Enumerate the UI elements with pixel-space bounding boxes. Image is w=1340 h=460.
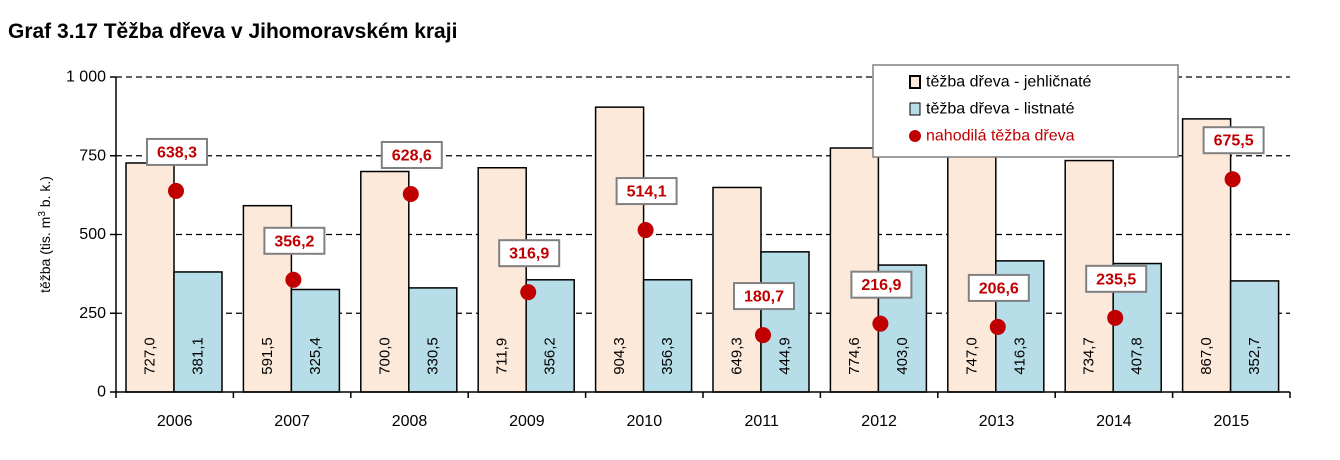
x-tick-label-2014: 2014 xyxy=(1096,413,1132,430)
bar-label-jehlicnate-2010: 904,3 xyxy=(611,337,628,375)
bar-label-jehlicnate-2006: 727,0 xyxy=(142,337,159,375)
point-label-box-2006 xyxy=(146,137,208,166)
point-label-box-2013 xyxy=(967,273,1030,302)
point-nahodila-2013 xyxy=(989,318,1006,335)
point-label-box-2007 xyxy=(263,226,326,255)
bar-label-jehlicnate-2011: 649,3 xyxy=(729,337,746,375)
bar-label-jehlicnate-2014: 734,7 xyxy=(1081,337,1098,375)
bar-label-listnate-2010: 356,3 xyxy=(659,337,676,375)
bar-label-listnate-2009: 356,2 xyxy=(542,337,559,375)
point-nahodila-2007 xyxy=(285,271,302,288)
bar-listnate-2011 xyxy=(760,251,810,393)
bar-label-jehlicnate-2009: 711,9 xyxy=(494,338,511,374)
bar-label-jehlicnate-2015: 867,0 xyxy=(1198,337,1215,375)
x-tick-label-2015: 2015 xyxy=(1214,413,1250,430)
point-label-box-2014 xyxy=(1085,264,1148,293)
y-axis-label-part-2: b. k.) xyxy=(37,176,53,211)
legend-label-nahodila: nahodilá těžba dřeva xyxy=(926,128,1075,145)
x-tick-label-2009: 2009 xyxy=(509,413,545,430)
point-label-box-2015 xyxy=(1202,126,1265,155)
y-axis-label-superscript: 3 xyxy=(37,211,48,217)
x-tick-label-2007: 2007 xyxy=(274,413,310,430)
bar-label-jehlicnate-2008: 700,0 xyxy=(376,337,393,375)
bar-jehlicnate-2006 xyxy=(125,162,175,393)
point-label-2012: 216,9 xyxy=(861,277,901,294)
legend-swatch-listnate xyxy=(909,102,921,116)
bar-label-listnate-2013: 416,3 xyxy=(1011,337,1028,375)
x-tick-label-2011: 2011 xyxy=(744,413,779,430)
bar-label-listnate-2007: 325,4 xyxy=(307,337,324,375)
point-nahodila-2012 xyxy=(872,315,889,332)
point-nahodila-2015 xyxy=(1224,171,1241,188)
legend: těžba dřeva - jehličnaté těžba dřeva - li… xyxy=(872,64,1179,158)
legend-swatch-jehlicnate xyxy=(909,75,921,89)
chart-title: Graf 3.17 Těžba dřeva v Jihomoravském kr… xyxy=(8,20,458,43)
legend-box xyxy=(872,64,1179,158)
legend-swatch-nahodila xyxy=(909,130,921,142)
y-axis-label-part-1: těžba (tis. m xyxy=(37,217,53,293)
point-nahodila-2014 xyxy=(1107,309,1124,326)
x-tick-label-2010: 2010 xyxy=(627,413,663,430)
x-tick-label-2006: 2006 xyxy=(157,413,193,430)
y-tick-label-250: 250 xyxy=(79,305,106,322)
bar-label-listnate-2012: 403,0 xyxy=(894,337,911,375)
bar-jehlicnate-2010 xyxy=(594,106,645,393)
bar-label-listnate-2006: 381,1 xyxy=(190,337,207,375)
legend-label-jehlicnate: těžba dřeva - jehličnaté xyxy=(926,74,1092,91)
bar-label-jehlicnate-2007: 591,5 xyxy=(259,337,276,375)
point-nahodila-2008 xyxy=(402,185,419,202)
bar-label-listnate-2014: 407,8 xyxy=(1129,337,1146,375)
point-label-2009: 316,9 xyxy=(509,246,549,263)
x-tick-label-2013: 2013 xyxy=(979,413,1015,430)
y-tick-label-750: 750 xyxy=(79,147,106,164)
point-label-2011: 180,7 xyxy=(744,289,784,306)
y-tick-label-1000: 1 000 xyxy=(66,69,106,86)
legend-label-listnate: těžba dřeva - listnaté xyxy=(926,101,1075,118)
point-label-box-2010 xyxy=(615,177,678,206)
bar-jehlicnate-2012 xyxy=(829,147,880,393)
point-nahodila-2010 xyxy=(637,222,654,239)
bar-listnate-2010 xyxy=(642,279,693,393)
axis-layer: 0 250 500 750 1 000 2006 2007 2008 2009 2010 2011 2… xyxy=(66,69,1291,430)
point-label-2010: 514,1 xyxy=(627,184,667,201)
point-nahodila-2011 xyxy=(755,327,771,344)
x-tick-label-2012: 2012 xyxy=(861,413,897,430)
point-label-2015: 675,5 xyxy=(1214,133,1254,150)
point-label-2014: 235,5 xyxy=(1096,271,1136,288)
y-tick-label-0: 0 xyxy=(97,384,106,401)
bar-label-listnate-2011: 444,9 xyxy=(777,337,794,375)
bar-label-listnate-2008: 330,5 xyxy=(424,337,441,375)
bar-listnate-2009 xyxy=(525,279,575,393)
bar-label-jehlicnate-2012: 774,6 xyxy=(846,337,863,375)
y-axis-label: těžba (tis. m3 b. k.) xyxy=(37,176,54,293)
labels-layer: 727,0 381,1 638,3 591,5 325,4 356,2 700,0 330,5… xyxy=(142,126,1265,375)
x-tick-label-2008: 2008 xyxy=(392,413,428,430)
point-label-box-2009 xyxy=(498,239,561,268)
points-layer xyxy=(168,171,1241,344)
point-nahodila-2006 xyxy=(168,182,184,199)
point-label-box-2012 xyxy=(850,270,913,299)
y-tick-label-500: 500 xyxy=(79,226,106,243)
bar-listnate-2006 xyxy=(173,271,223,393)
point-label-2013: 206,6 xyxy=(979,280,1019,297)
bar-listnate-2015 xyxy=(1229,280,1280,393)
bar-label-listnate-2015: 352,7 xyxy=(1246,337,1263,375)
point-label-2006: 638,3 xyxy=(157,144,197,161)
point-label-box-2011 xyxy=(733,282,795,311)
point-label-box-2008 xyxy=(380,140,443,169)
bar-jehlicnate-2015 xyxy=(1181,118,1232,393)
bar-label-jehlicnate-2013: 747,0 xyxy=(963,337,980,375)
point-nahodila-2009 xyxy=(520,284,537,301)
point-label-2007: 356,2 xyxy=(274,233,314,250)
point-label-2008: 628,6 xyxy=(392,147,432,164)
